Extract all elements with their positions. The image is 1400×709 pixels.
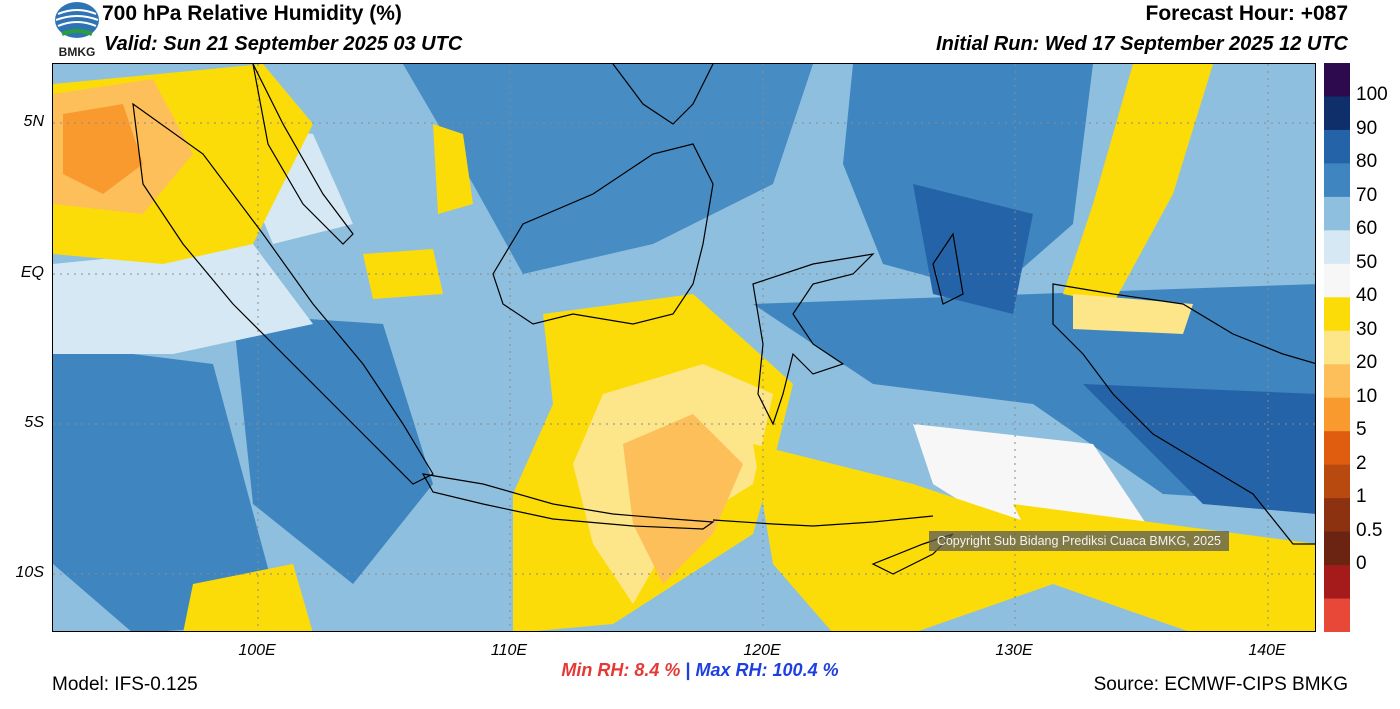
lon-label-130e: 130E (995, 642, 1033, 659)
colorbar-swatch (1324, 498, 1350, 533)
colorbar-swatch (1324, 230, 1350, 265)
colorbar-label: 1 (1356, 486, 1367, 508)
lat-label-10s: 10S (15, 564, 44, 581)
max-rh-value: 100.4 % (772, 660, 839, 680)
lon-label-120e: 120E (743, 642, 781, 659)
colorbar-swatches (1324, 63, 1350, 633)
copyright-notice: Copyright Sub Bidang Prediksi Cuaca BMKG… (928, 531, 1229, 551)
colorbar-swatch (1324, 297, 1350, 332)
colorbar-label: 40 (1356, 285, 1378, 307)
colorbar (1324, 63, 1350, 633)
lon-label-100e: 100E (238, 642, 276, 659)
colorbar-label: 0 (1356, 553, 1367, 575)
humidity-map: Copyright Sub Bidang Prediksi Cuaca BMKG… (52, 63, 1316, 632)
coastlines (132, 64, 1315, 575)
bmkg-logo: BMKG (52, 0, 102, 60)
colorbar-swatch (1324, 163, 1350, 198)
initial-run: Initial Run: Wed 17 September 2025 12 UT… (936, 33, 1348, 55)
colorbar-label: 60 (1356, 218, 1378, 240)
colorbar-swatch (1324, 531, 1350, 566)
colorbar-label: 10 (1356, 385, 1378, 407)
max-rh-label: Max RH: (695, 660, 768, 680)
lon-label-140e: 140E (1248, 642, 1286, 659)
colorbar-swatch (1324, 565, 1350, 600)
lat-label-5s: 5S (24, 414, 44, 431)
colorbar-label: 2 (1356, 452, 1367, 474)
model-info: Model: IFS-0.125 (52, 674, 198, 695)
colorbar-label: 5 (1356, 419, 1367, 441)
colorbar-label: 20 (1356, 352, 1378, 374)
min-rh-label: Min RH: (561, 660, 630, 680)
logo-text: BMKG (59, 45, 96, 59)
colorbar-swatch (1324, 397, 1350, 432)
colorbar-swatch (1324, 196, 1350, 231)
colorbar-label: 50 (1356, 251, 1378, 273)
colorbar-label: 30 (1356, 318, 1378, 340)
stats-separator: | (685, 660, 691, 680)
source-info: Source: ECMWF-CIPS BMKG (1093, 674, 1348, 695)
colorbar-label: 0.5 (1356, 519, 1383, 541)
colorbar-swatch (1324, 263, 1350, 298)
colorbar-label: 70 (1356, 184, 1378, 206)
forecast-hour: Forecast Hour: +087 (1145, 2, 1349, 25)
colorbar-swatch (1324, 129, 1350, 164)
lon-label-110e: 110E (490, 642, 528, 659)
colorbar-swatch (1324, 330, 1350, 365)
lat-label-5n: 5N (23, 113, 44, 130)
lat-label-eq: EQ (20, 264, 44, 281)
colorbar-swatch (1324, 431, 1350, 466)
colorbar-swatch (1324, 464, 1350, 499)
colorbar-label: 80 (1356, 151, 1378, 173)
colorbar-label: 100 (1356, 84, 1388, 106)
colorbar-swatch (1324, 598, 1350, 633)
colorbar-swatch (1324, 63, 1350, 97)
colorbar-label: 90 (1356, 117, 1378, 139)
colorbar-swatch (1324, 96, 1350, 131)
chart-title: 700 hPa Relative Humidity (%) (102, 2, 402, 25)
min-rh-value: 8.4 % (634, 660, 681, 680)
valid-time: Valid: Sun 21 September 2025 03 UTC (104, 33, 463, 55)
rh-stats: Min RH: 8.4 % | Max RH: 100.4 % (0, 660, 1400, 681)
colorbar-swatch (1324, 364, 1350, 399)
